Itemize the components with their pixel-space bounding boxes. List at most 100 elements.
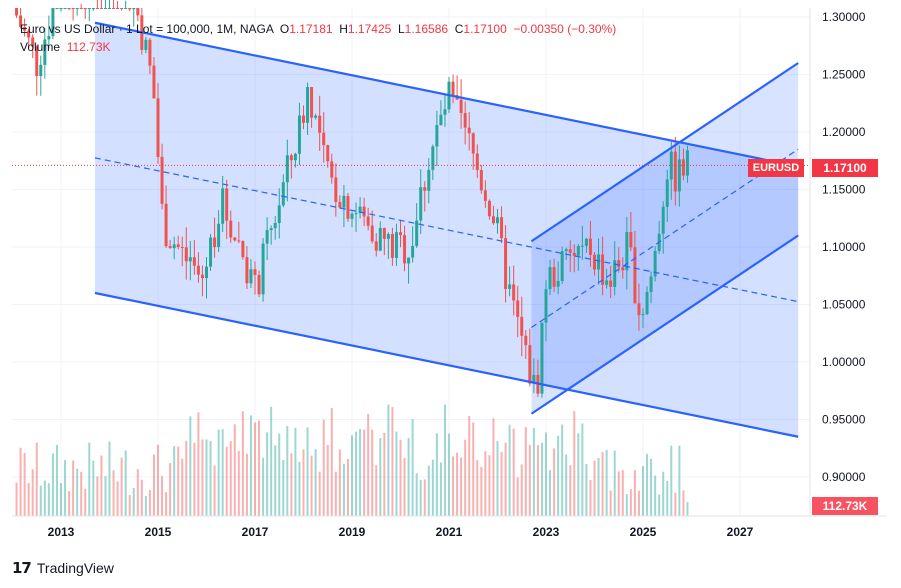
volume-bar — [443, 404, 446, 516]
volume-bar — [181, 458, 184, 516]
volume-bar — [678, 445, 681, 516]
candle-body — [273, 223, 277, 229]
candle-body — [552, 267, 556, 287]
y-tick-label: 0.90000 — [822, 470, 866, 484]
candle-body — [532, 374, 536, 384]
volume-bar — [165, 492, 168, 516]
time-axis[interactable]: 2013 2015 2017 2019 2021 2023 2025 2027 — [12, 515, 886, 539]
volume-bar — [43, 480, 46, 516]
candle-body — [411, 245, 415, 258]
y-tick-label: 1.15000 — [822, 183, 866, 197]
volume-bar — [132, 487, 135, 516]
open-value: 1.17181 — [289, 22, 333, 36]
x-tick-label: 2019 — [339, 525, 366, 539]
candle-body — [649, 276, 653, 292]
volume-bar — [88, 442, 91, 516]
candle-body — [306, 87, 310, 123]
volume-bar — [351, 435, 353, 516]
candle-body — [593, 254, 596, 270]
candle-body — [156, 98, 160, 157]
y-tick-label: 1.20000 — [822, 125, 866, 139]
candle-body — [366, 216, 370, 226]
volume-bar — [573, 411, 576, 516]
volume-bar — [597, 457, 600, 516]
candle-body — [91, 8, 95, 9]
volume-bar — [120, 457, 123, 516]
volume-bar — [399, 439, 402, 516]
volume-bar — [258, 420, 261, 516]
candle-body — [621, 267, 625, 271]
candle-body — [176, 244, 180, 248]
volume-bar — [391, 406, 394, 516]
candle-body — [479, 170, 483, 191]
candle-body — [196, 265, 200, 275]
volume-bar — [613, 450, 616, 516]
volume-bar — [355, 431, 358, 516]
candle-body — [443, 109, 447, 115]
volume-bar — [427, 465, 430, 516]
volume-bar — [565, 454, 568, 516]
volume-bar — [419, 479, 422, 516]
candle-body — [188, 257, 192, 262]
candle-body — [665, 179, 669, 207]
volume-bar — [500, 452, 503, 516]
volume-bar — [629, 489, 632, 516]
tradingview-branding[interactable]: 17 TradingView — [12, 559, 114, 577]
volume-bar — [593, 460, 596, 516]
volume-bar — [108, 441, 111, 516]
candle-body — [580, 245, 584, 247]
volume-bar — [670, 445, 673, 516]
candle-body — [431, 146, 435, 170]
volume-bar — [395, 431, 398, 516]
timeframe[interactable]: 1M — [216, 22, 234, 36]
candle-body — [326, 145, 330, 162]
volume-bar — [302, 449, 305, 516]
candle-body — [568, 249, 572, 253]
volume-bar — [407, 438, 410, 516]
volume-bar — [245, 453, 248, 516]
candle-body — [491, 216, 495, 224]
volume-bar — [456, 452, 459, 516]
volume-bar — [601, 452, 604, 516]
candle-body — [314, 115, 318, 118]
candle-body — [168, 246, 172, 249]
candle-body — [160, 156, 164, 204]
volume-bar — [241, 411, 244, 516]
candle-body — [192, 257, 196, 266]
volume-bar — [411, 419, 414, 516]
last-volume-tag: 112.73K — [812, 497, 878, 515]
volume-bar — [60, 483, 62, 516]
volume-bar — [605, 449, 608, 516]
candle-body — [520, 316, 524, 336]
y-tick-label: 1.10000 — [822, 240, 866, 254]
candle-body — [374, 241, 378, 251]
x-tick-label: 2023 — [533, 525, 560, 539]
volume-bar — [512, 428, 515, 516]
volume-bar — [189, 416, 192, 516]
volume-bar — [585, 464, 588, 516]
candle-body — [75, 8, 79, 9]
candle-body — [180, 247, 184, 249]
candle-body — [459, 99, 463, 114]
candle-body — [463, 113, 467, 128]
price-axis[interactable]: 1.30000 1.25000 1.20000 1.15000 1.10000 1.050… — [809, 8, 866, 516]
volume-bar — [508, 424, 511, 516]
volume-bar — [286, 426, 289, 516]
volume-bar — [524, 427, 527, 516]
candle-body — [399, 232, 402, 236]
volume-bar — [338, 449, 341, 516]
candle-body — [302, 115, 305, 123]
volume-legend: Volume 112.73K — [20, 40, 111, 54]
volume-bar — [84, 488, 87, 516]
volume-bar — [545, 432, 547, 516]
volume-bar — [96, 476, 99, 516]
volume-bar — [27, 483, 30, 516]
candle-body — [471, 133, 475, 154]
candle-body — [172, 244, 176, 249]
volume-bar — [318, 471, 321, 516]
candle-body — [524, 335, 528, 346]
x-tick-label: 2015 — [145, 525, 172, 539]
candle-body — [342, 195, 346, 208]
candle-body — [556, 280, 560, 287]
